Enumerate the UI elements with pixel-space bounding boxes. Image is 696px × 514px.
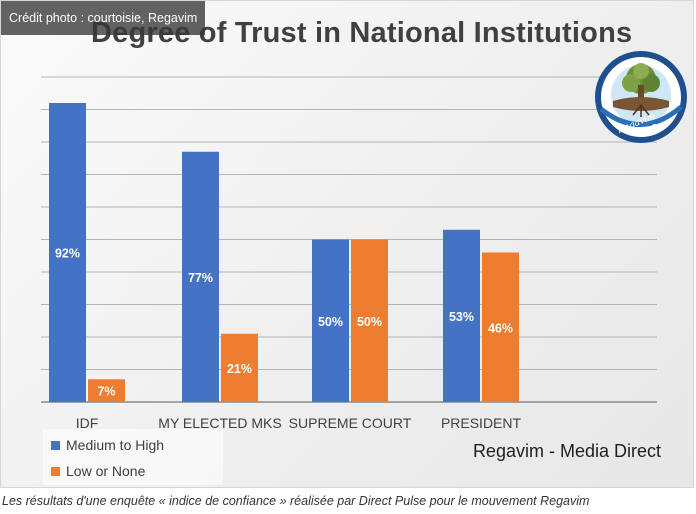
chart-figure: 92% 7% IDF 77% 21% MY ELECTED MKS 50% 50% SUPREM… xyxy=(0,0,694,488)
x-tick-label: MY ELECTED MKS xyxy=(158,415,281,431)
data-label: 50% xyxy=(357,315,382,329)
legend-swatch-medium-to-high xyxy=(51,440,60,450)
legend-label-medium-to-high: Medium to High xyxy=(66,437,165,453)
bar-medium-to-high-3 xyxy=(443,229,480,402)
photo-credit-badge: Crédit photo : courtoisie, Regavim xyxy=(1,1,206,35)
legend-swatch-low-or-none xyxy=(51,466,60,476)
legend-item-medium-to-high: Medium to High xyxy=(51,437,164,453)
data-label: 77% xyxy=(188,271,213,285)
bar-low-or-none-2 xyxy=(351,239,388,402)
bar-low-or-none-3 xyxy=(482,252,519,402)
bar-low-or-none-1 xyxy=(221,333,258,402)
chart-plot: 92% 7% IDF 77% 21% MY ELECTED MKS 50% 50% SUPREM… xyxy=(41,76,657,431)
figure-caption: Les résultats d'une enquête « indice de … xyxy=(2,494,590,508)
data-label: 92% xyxy=(55,247,80,261)
bar-medium-to-high-0 xyxy=(49,103,86,402)
regavim-logo: רגבים Regavim xyxy=(595,51,687,143)
x-tick-label: SUPREME COURT xyxy=(289,415,412,431)
data-label: 21% xyxy=(227,362,252,376)
bar-medium-to-high-1 xyxy=(182,151,219,402)
chart-legend: Medium to High Low or None xyxy=(43,429,223,485)
legend-item-low-or-none: Low or None xyxy=(51,463,145,479)
data-label: 46% xyxy=(488,321,513,335)
bar-medium-to-high-2 xyxy=(312,239,349,402)
data-label: 50% xyxy=(318,315,343,329)
data-label: 53% xyxy=(449,310,474,324)
x-tick-label: IDF xyxy=(76,415,99,431)
source-note: Regavim - Media Direct xyxy=(472,441,661,461)
data-label: 7% xyxy=(97,385,115,399)
bar-low-or-none-0 xyxy=(88,379,125,402)
x-tick-label: PRESIDENT xyxy=(441,415,522,431)
legend-label-low-or-none: Low or None xyxy=(66,463,146,479)
